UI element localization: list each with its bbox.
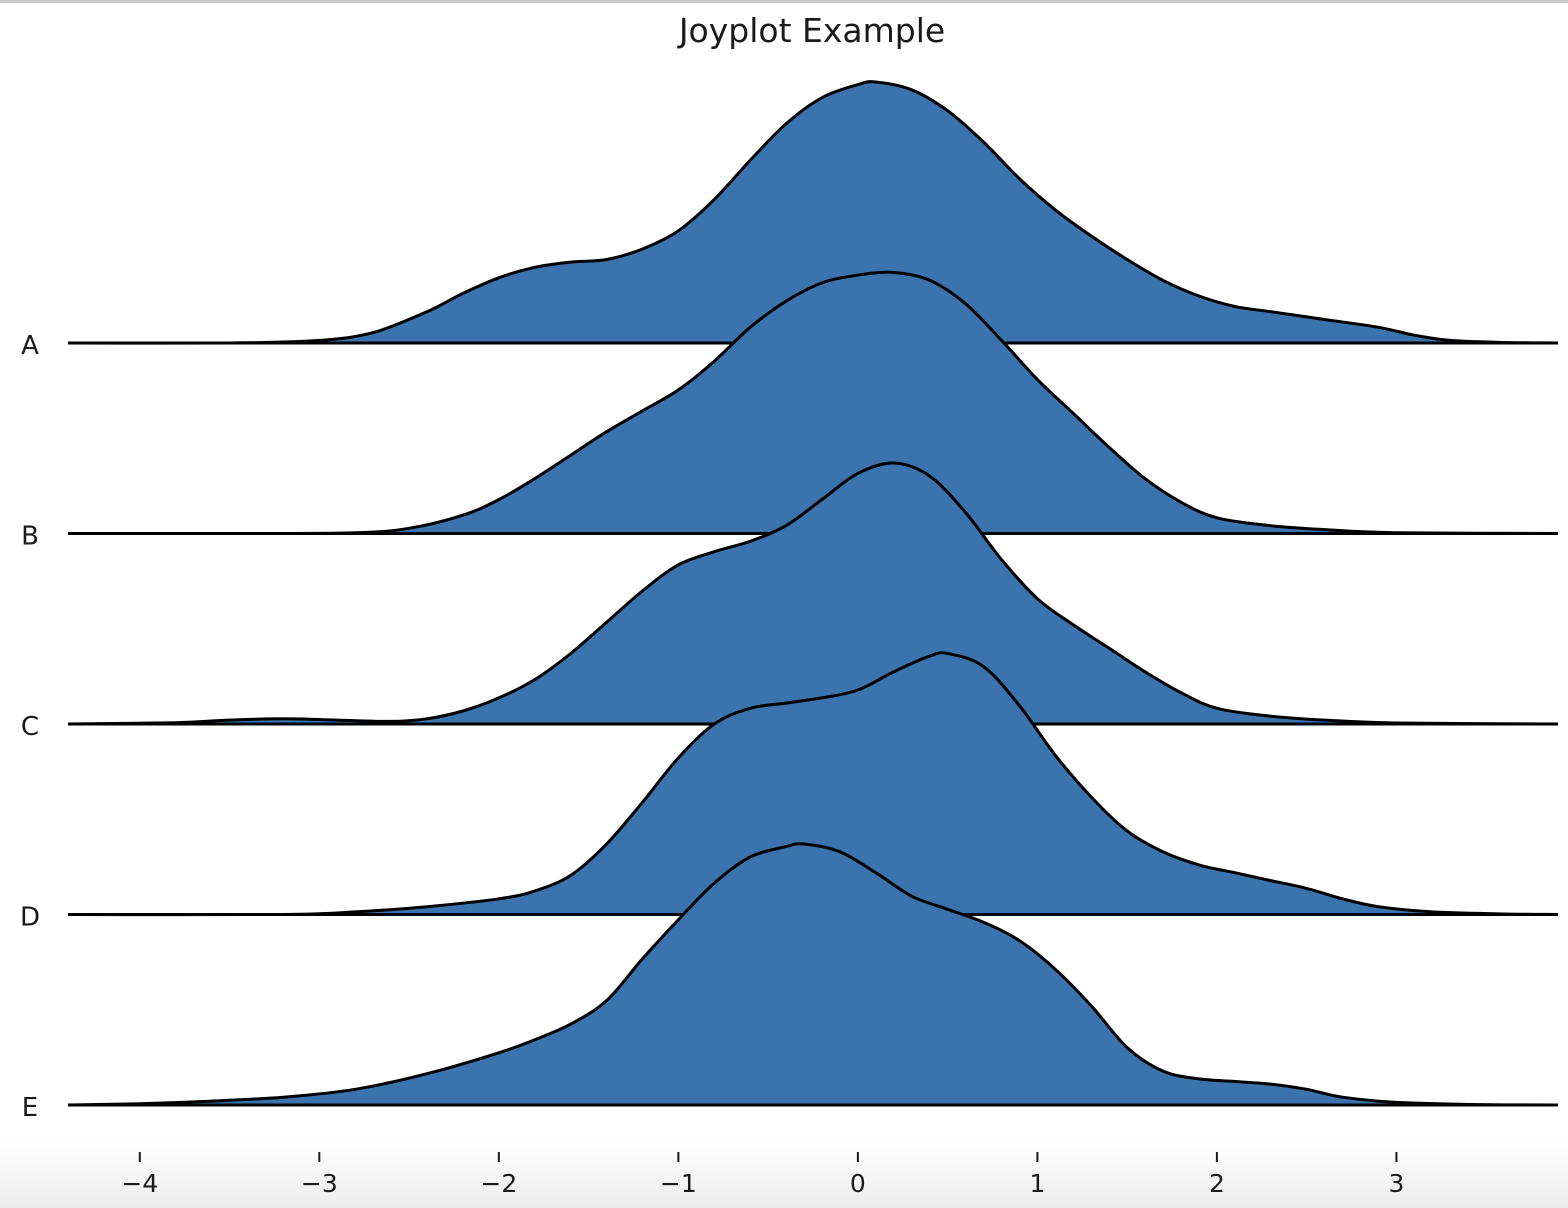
ridge-line-e [67,842,1559,1107]
x-tick-label: −1 [660,1169,697,1198]
row-label-e: E [22,1093,38,1123]
x-tick-label: −3 [301,1169,338,1198]
ridge-fill-a [68,81,1558,344]
chart-title: Joyplot Example [677,11,945,50]
x-tick-label: −4 [121,1169,158,1198]
ridge-fill-d [68,652,1558,915]
ridge-line-d [67,651,1559,917]
row-label-c: C [21,712,39,742]
row-label-b: B [21,522,39,552]
x-tick-label: 1 [1029,1169,1045,1198]
ridge-line-a [67,80,1559,345]
bottom-band [0,1140,1568,1208]
ridge-b: B [21,270,1559,552]
x-axis-ticks: −4 −3 −2 −1 0 1 2 3 [121,1152,1404,1198]
x-tick-label: −2 [480,1169,517,1198]
ridge-fill-c [68,462,1558,724]
ridges-group: A B C D E [20,80,1559,1123]
top-border [0,0,1568,3]
ridge-e: E [22,842,1559,1123]
ridge-line-c [67,461,1559,726]
ridge-fill-e [68,843,1558,1105]
row-label-d: D [20,903,40,933]
ridge-fill-b [68,272,1558,534]
x-tick-label: 2 [1209,1169,1225,1198]
x-tick-label: 0 [850,1169,866,1198]
row-label-a: A [21,331,39,361]
ridge-line-b [67,270,1559,536]
x-tick-label: 3 [1388,1169,1404,1198]
